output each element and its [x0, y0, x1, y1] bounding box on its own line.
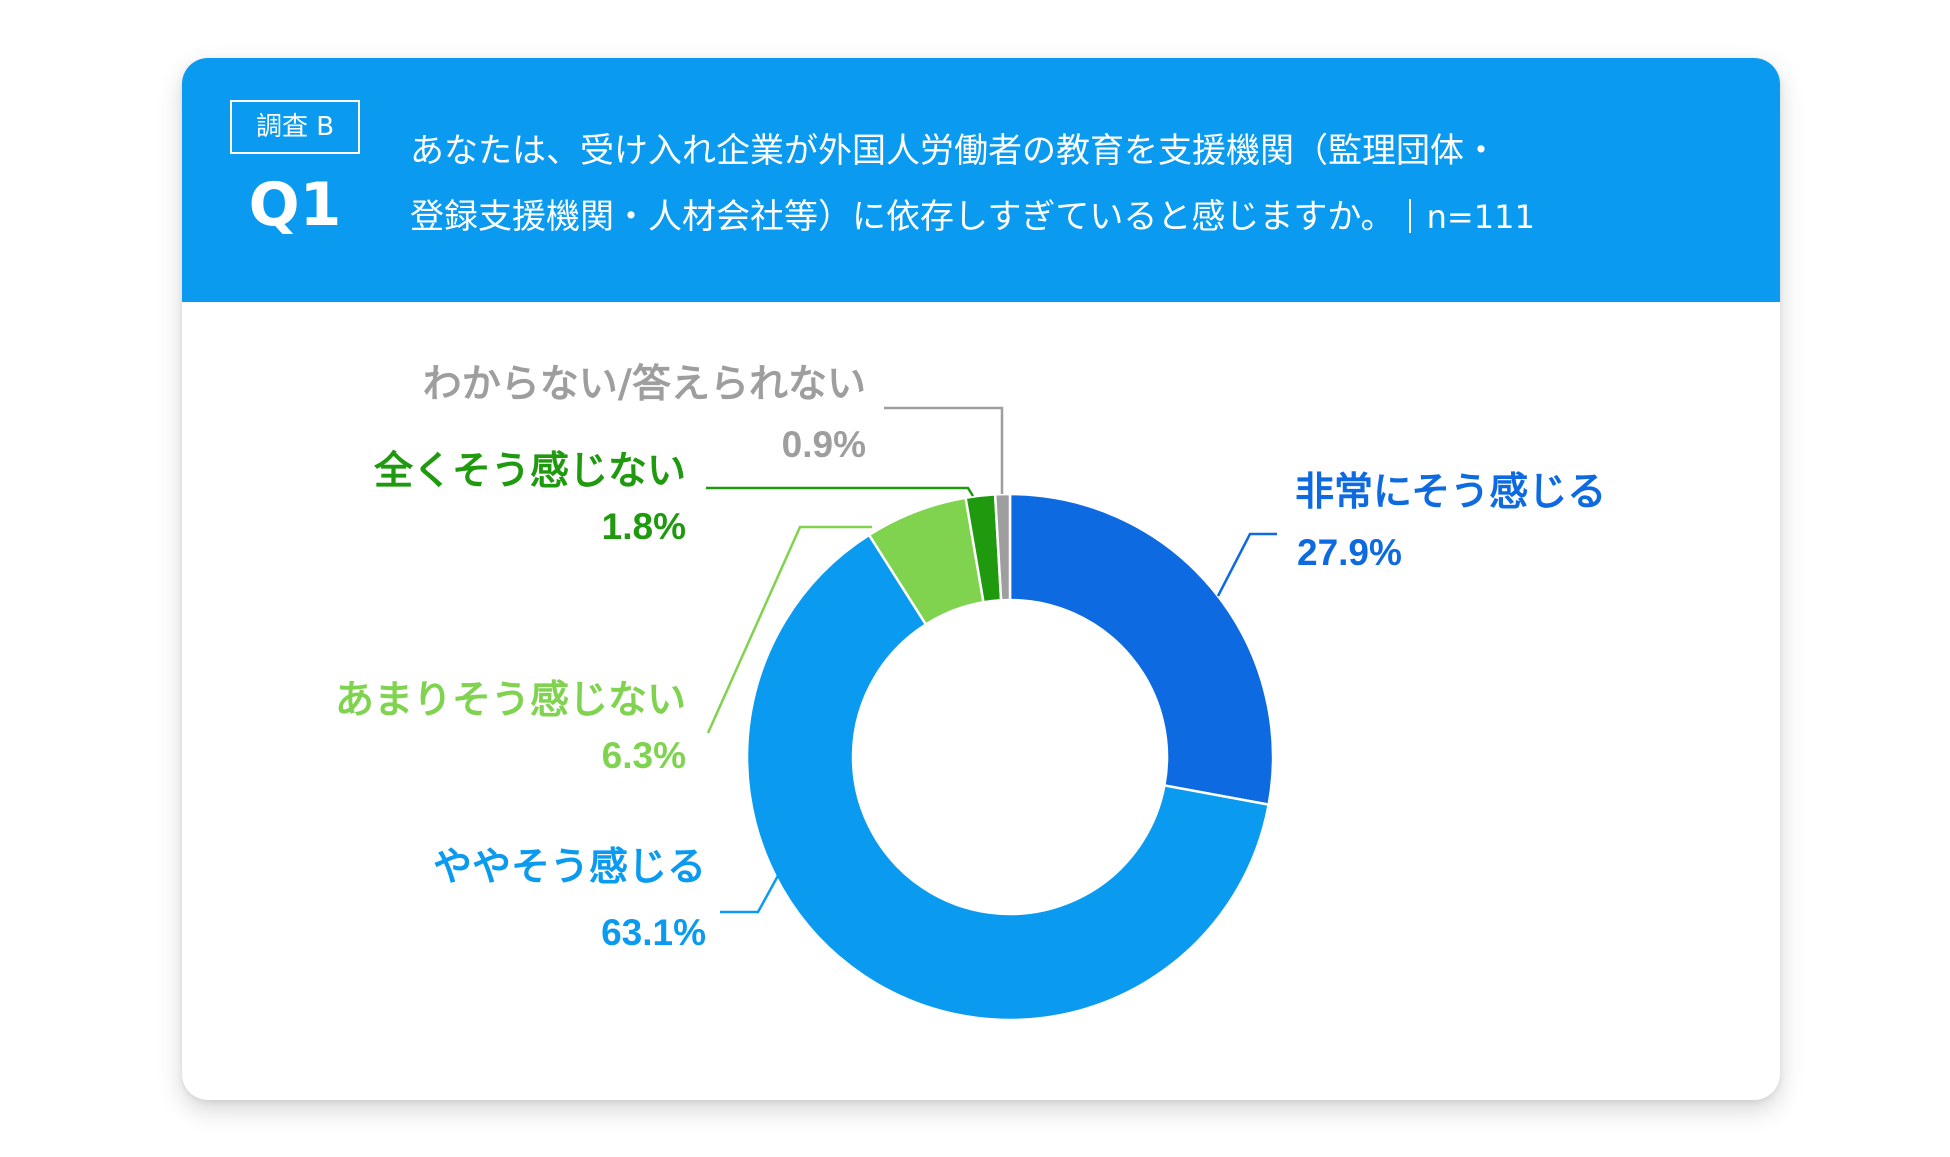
label-value-not-much: 6.3%: [602, 735, 686, 776]
slice-dont-know: [993, 492, 1012, 602]
label-name-not-at-all: 全くそう感じない: [373, 449, 686, 494]
leader-lines: [706, 406, 1277, 914]
label-value-not-at-all: 1.8%: [602, 506, 686, 547]
question-line-1: あなたは、受け入れ企業が外国人労働者の教育を支援機関（監理団体・: [410, 131, 1498, 171]
leader-line-somewhat: [720, 871, 782, 914]
sample-size: n=111: [1426, 198, 1535, 236]
label-name-not-much: あまりそう感じない: [335, 678, 686, 723]
label-value-somewhat: 63.1%: [601, 912, 706, 953]
leader-line-very-much: [1216, 532, 1277, 597]
leader-line-not-at-all: [706, 486, 975, 497]
label-value-very-much: 27.9%: [1297, 532, 1402, 573]
label-name-somewhat: ややそう感じる: [433, 845, 706, 890]
label-name-dont-know: わからない/答えられない: [423, 362, 866, 407]
question-header: 調査 B Q1 あなたは、受け入れ企業が外国人労働者の教育を支援機関（監理団体・…: [182, 58, 1780, 302]
slice-very-much: [1008, 492, 1275, 807]
leader-line-dont-know: [884, 406, 1004, 494]
label-name-very-much: 非常にそう感じる: [1295, 470, 1606, 515]
donut-slices: [745, 492, 1275, 1022]
question-text: あなたは、受け入れ企業が外国人労働者の教育を支援機関（監理団体・ 登録支援機関・…: [410, 118, 1750, 250]
separator: [1408, 199, 1411, 233]
survey-badge: 調査 B: [230, 100, 360, 154]
slice-labels: 非常にそう感じる 27.9% ややそう感じる 63.1% あまりそう感じない 6.3% 全く…: [335, 362, 1606, 953]
question-number: Q1: [248, 170, 342, 240]
question-line-2-text: 登録支援機関・人材会社等）に依存しすぎていると感じますか。: [410, 197, 1395, 237]
leader-line-not-much: [706, 525, 872, 734]
question-line-2: 登録支援機関・人材会社等）に依存しすぎていると感じますか。 n=111: [410, 184, 1750, 250]
label-value-dont-know: 0.9%: [782, 424, 866, 465]
slice-somewhat: [745, 533, 1271, 1022]
